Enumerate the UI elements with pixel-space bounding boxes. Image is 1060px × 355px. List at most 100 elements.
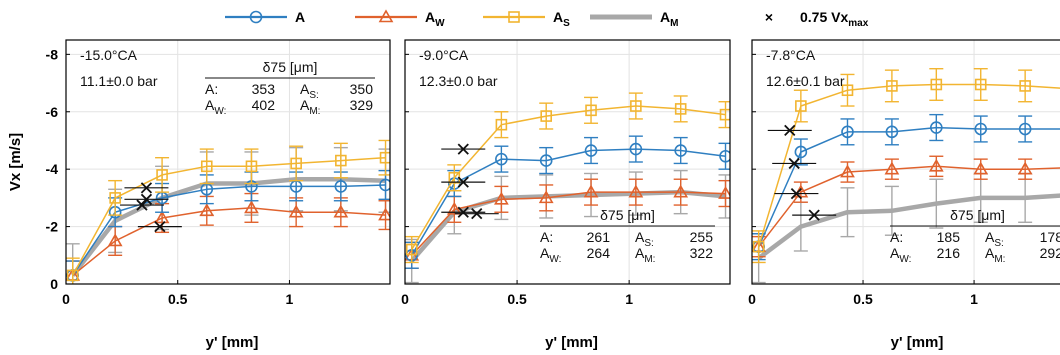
data-point (245, 160, 258, 173)
row2-value-m: 329 (350, 97, 374, 113)
legend-item-aw: AW (355, 9, 445, 29)
series-line (70, 176, 386, 277)
panels: 0 0.5 1 0 -2 -4 -6 -8 y' [mm] Vx [m/s] -15.0°CA 11.… (7, 39, 1060, 351)
series-as (752, 68, 1060, 264)
crosses (767, 124, 837, 221)
data-point (66, 269, 79, 282)
y-tick-label: -8 (46, 46, 59, 62)
legend-item-am: AM (590, 9, 678, 29)
legend-cross-label: 0.75 Vxmax (800, 9, 869, 29)
data-point (333, 204, 349, 218)
x-tick-label: 1 (970, 291, 978, 307)
series-group (752, 68, 1060, 284)
data-point (585, 104, 597, 117)
data-point (885, 125, 899, 139)
row1-label: A: (205, 81, 218, 97)
legend-item-as: AS (483, 9, 570, 29)
data-point (334, 180, 348, 193)
axes-frame (65, 39, 391, 285)
cross-mark (808, 209, 820, 221)
series-line (411, 105, 726, 250)
data-point (109, 192, 121, 204)
data-point (930, 78, 943, 91)
cross-mark (457, 143, 469, 155)
series-as (66, 139, 390, 284)
cross-mark (457, 176, 469, 188)
crosses (441, 143, 499, 220)
cross-mark (140, 182, 153, 194)
series-line (758, 126, 1060, 248)
data-point (674, 103, 687, 115)
legend-label: AS (553, 9, 570, 29)
x-tick-label: 0.5 (168, 291, 188, 307)
data-point (886, 80, 898, 92)
delta75-title: δ75 [μm] (263, 59, 318, 75)
legend-label: A (295, 9, 305, 25)
data-point (840, 164, 855, 178)
x-tick-label: 0.5 (507, 291, 527, 307)
series-line (72, 156, 386, 276)
legend-cross-symbol: × (765, 9, 773, 25)
row2-value-w: 216 (937, 245, 961, 261)
y-axis-label: Vx [m/s] (7, 133, 24, 191)
data-point (1018, 122, 1032, 136)
series-group (66, 139, 390, 284)
row1-label: A: (890, 229, 903, 245)
x-tick-label: 0 (62, 291, 70, 307)
data-point (378, 207, 390, 221)
data-point (794, 145, 808, 159)
row1-value-s: 178 (1040, 229, 1060, 245)
series-line (411, 191, 726, 256)
row2-label: AW: (890, 245, 911, 265)
axes-frame (404, 39, 731, 285)
data-point (674, 144, 687, 157)
x-tick-label: 0 (401, 291, 409, 307)
data-point (718, 185, 730, 199)
data-point (495, 118, 508, 131)
data-point (107, 233, 123, 247)
axes-frame (751, 39, 1060, 285)
legend-label: AM (660, 9, 678, 29)
annotation: -9.0°CA 12.3±0.0 bar δ75 [μm] A: 261 AS: 255 AW… (419, 47, 715, 265)
pressure: 12.3±0.0 bar (419, 73, 498, 89)
plot-area (405, 40, 730, 284)
data-point (584, 144, 598, 157)
series-a (752, 113, 1060, 261)
x-tick-label: 1 (286, 291, 294, 307)
row1-value-a: 185 (937, 229, 961, 245)
series-as (405, 92, 730, 264)
row2-label: AW: (205, 97, 226, 117)
delta75-title: δ75 [μm] (600, 207, 655, 223)
data-point (884, 161, 900, 175)
data-point (629, 142, 643, 156)
series-line (72, 184, 386, 276)
series-line (757, 83, 1060, 247)
delta75-table: δ75 [μm] A: 261 AS: 255 AW: 264 AM: 322 (540, 207, 715, 265)
data-point (841, 84, 854, 97)
legend-marker (508, 11, 520, 23)
crosses (119, 182, 182, 233)
data-point (335, 154, 347, 167)
data-point (628, 184, 644, 198)
data-point (379, 178, 390, 192)
grid (405, 40, 730, 284)
data-point (752, 240, 765, 253)
data-point (446, 201, 462, 215)
annotation: -15.0°CA 11.1±0.0 bar δ75 [μm] A: 353 AS: 350 A… (80, 47, 375, 117)
data-point (928, 158, 944, 172)
cross-mark (471, 208, 483, 220)
panel-2: 0 0.5 1 y' [mm] -9.0°CA 12.3±0.0 bar δ75 [μm] A… (401, 39, 731, 351)
annotation: -7.8°CA 12.6±0.1 bar δ75 [μm] A: 185 AS: 178 AW… (766, 47, 1060, 265)
data-point (199, 203, 215, 217)
row1-label: A: (540, 229, 553, 245)
row2-value-m: 292 (1040, 245, 1060, 261)
x-axis-label: y' [mm] (545, 334, 598, 351)
row1-value-a: 261 (587, 229, 611, 245)
data-point (795, 100, 807, 112)
data-point (974, 122, 988, 136)
plot-area (752, 40, 1060, 284)
series-aw (752, 155, 1060, 258)
row1-label-s: AS: (300, 81, 319, 101)
cross-mark (784, 124, 796, 137)
